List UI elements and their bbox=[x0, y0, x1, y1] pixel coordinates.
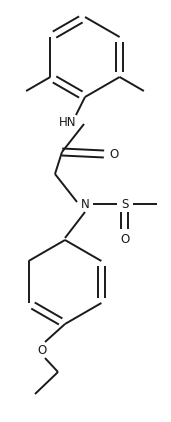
Text: HN: HN bbox=[59, 116, 77, 129]
Text: N: N bbox=[81, 197, 89, 211]
Text: O: O bbox=[120, 233, 130, 246]
Text: O: O bbox=[109, 148, 119, 160]
Text: O: O bbox=[37, 344, 47, 357]
Text: S: S bbox=[121, 197, 129, 211]
